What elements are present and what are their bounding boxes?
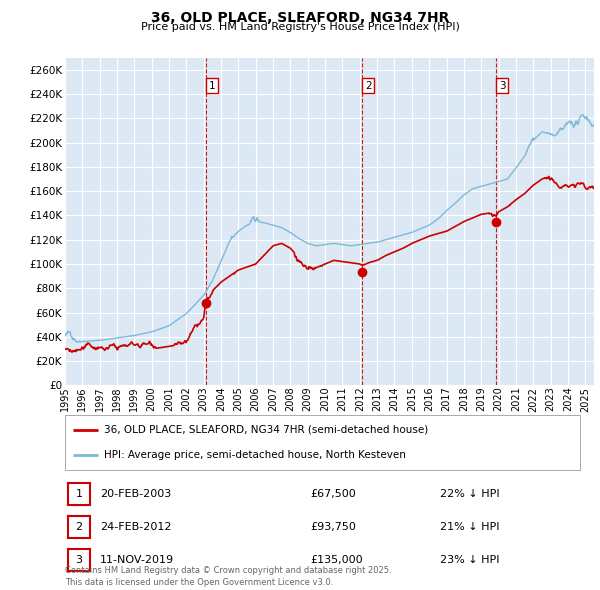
Text: 22% ↓ HPI: 22% ↓ HPI bbox=[440, 489, 500, 499]
Text: 11-NOV-2019: 11-NOV-2019 bbox=[100, 555, 174, 565]
Text: 1: 1 bbox=[76, 489, 83, 499]
Text: £135,000: £135,000 bbox=[310, 555, 362, 565]
Text: 2: 2 bbox=[76, 522, 83, 532]
Text: 3: 3 bbox=[76, 555, 83, 565]
Text: 2: 2 bbox=[365, 81, 371, 91]
Text: HPI: Average price, semi-detached house, North Kesteven: HPI: Average price, semi-detached house,… bbox=[104, 450, 406, 460]
Text: 23% ↓ HPI: 23% ↓ HPI bbox=[440, 555, 499, 565]
Text: 36, OLD PLACE, SLEAFORD, NG34 7HR (semi-detached house): 36, OLD PLACE, SLEAFORD, NG34 7HR (semi-… bbox=[104, 425, 428, 435]
Text: £67,500: £67,500 bbox=[310, 489, 356, 499]
Text: £93,750: £93,750 bbox=[310, 522, 356, 532]
Text: Contains HM Land Registry data © Crown copyright and database right 2025.
This d: Contains HM Land Registry data © Crown c… bbox=[65, 566, 391, 587]
Text: 3: 3 bbox=[499, 81, 506, 91]
Text: 21% ↓ HPI: 21% ↓ HPI bbox=[440, 522, 499, 532]
Text: 20-FEB-2003: 20-FEB-2003 bbox=[100, 489, 171, 499]
Text: 36, OLD PLACE, SLEAFORD, NG34 7HR: 36, OLD PLACE, SLEAFORD, NG34 7HR bbox=[151, 11, 449, 25]
Text: 24-FEB-2012: 24-FEB-2012 bbox=[100, 522, 172, 532]
Text: 1: 1 bbox=[208, 81, 215, 91]
Text: Price paid vs. HM Land Registry's House Price Index (HPI): Price paid vs. HM Land Registry's House … bbox=[140, 22, 460, 32]
